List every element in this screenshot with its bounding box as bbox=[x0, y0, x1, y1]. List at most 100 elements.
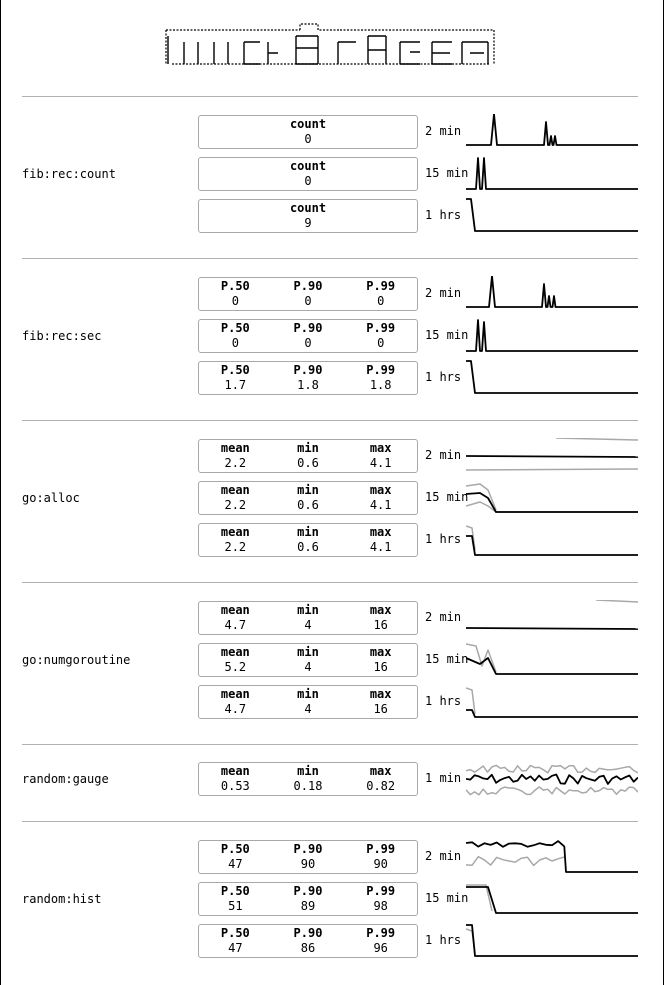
stat-box: P.50 47 P.90 86 P.99 96 bbox=[198, 924, 418, 958]
interval-label: 1 min bbox=[425, 771, 462, 785]
stat-value: 0 bbox=[231, 294, 239, 308]
sparkline-chart bbox=[466, 483, 638, 513]
sparkline-primary bbox=[466, 627, 638, 630]
stat-value: 0.53 bbox=[220, 779, 250, 793]
sparkline-chart bbox=[466, 840, 638, 873]
sparkline-chart bbox=[466, 600, 638, 630]
stat-label: P.99 bbox=[366, 279, 396, 293]
interval-label: 1 hrs bbox=[425, 370, 462, 384]
interval-label: 2 min bbox=[425, 448, 462, 462]
stat-label: mean bbox=[220, 645, 250, 659]
metric-name: go:alloc bbox=[22, 491, 80, 505]
sparkline-primary bbox=[466, 924, 638, 957]
stat-value: 5.2 bbox=[224, 660, 247, 674]
sparkline-chart bbox=[466, 157, 638, 190]
stat-field: P.50 1.7 bbox=[199, 363, 272, 393]
stat-value: 1.7 bbox=[224, 378, 247, 392]
stat-value: 1.8 bbox=[297, 378, 319, 392]
stat-field: min 0.6 bbox=[272, 525, 345, 555]
sparkline-chart bbox=[466, 764, 638, 796]
sparkline-chart bbox=[466, 884, 638, 914]
interval-label: 2 min bbox=[425, 286, 462, 300]
stat-value: 90 bbox=[300, 857, 316, 871]
sparkline-primary bbox=[466, 276, 638, 308]
stat-field: min 4 bbox=[272, 603, 345, 633]
sparkline-primary bbox=[466, 319, 638, 352]
sparkline-primary bbox=[466, 157, 638, 190]
stat-value: 16 bbox=[373, 618, 388, 632]
sparkline-secondary bbox=[466, 687, 476, 715]
interval-label: 15 min bbox=[425, 490, 469, 504]
stat-label: count bbox=[289, 117, 327, 131]
sparkline-chart bbox=[466, 276, 638, 308]
stat-field: P.90 89 bbox=[272, 884, 345, 914]
stat-field: P.50 47 bbox=[199, 842, 272, 872]
stat-label: P.50 bbox=[220, 884, 250, 898]
stat-label: P.90 bbox=[293, 926, 323, 940]
stat-label: min bbox=[297, 441, 319, 455]
stat-value: 90 bbox=[373, 857, 388, 871]
stat-value: 0 bbox=[377, 294, 385, 308]
interval-label: 15 min bbox=[425, 166, 469, 180]
stat-label: max bbox=[369, 525, 392, 539]
stat-field: mean 4.7 bbox=[199, 687, 272, 717]
section-divider bbox=[22, 744, 638, 745]
section-divider bbox=[22, 821, 638, 822]
stat-label: min bbox=[297, 764, 319, 778]
sparkline-primary bbox=[466, 492, 638, 513]
section-divider bbox=[22, 582, 638, 583]
sparkline-chart bbox=[466, 924, 638, 957]
stat-label: min bbox=[297, 687, 319, 701]
stat-value: 16 bbox=[373, 660, 388, 674]
interval-label: 1 hrs bbox=[425, 532, 462, 546]
sparkline-secondary bbox=[466, 643, 497, 673]
stat-value: 4 bbox=[304, 660, 312, 674]
sparkline-primary bbox=[466, 657, 638, 675]
stat-label: count bbox=[289, 159, 327, 173]
stat-value: 4 bbox=[304, 618, 312, 632]
stat-value: 0 bbox=[304, 132, 312, 146]
stat-value: 0.18 bbox=[293, 779, 323, 793]
sparkline-primary bbox=[466, 709, 638, 718]
sparkline-primary bbox=[466, 886, 638, 914]
stat-box: mean 2.2 min 0.6 max 4.1 bbox=[198, 439, 418, 473]
stat-value: 47 bbox=[228, 857, 243, 871]
stat-field: mean 2.2 bbox=[199, 483, 272, 513]
stat-value: 0 bbox=[304, 336, 312, 350]
stat-field: P.99 90 bbox=[344, 842, 417, 872]
interval-label: 1 hrs bbox=[425, 933, 462, 947]
stat-field: max 16 bbox=[344, 603, 417, 633]
stat-box: P.50 47 P.90 90 P.99 90 bbox=[198, 840, 418, 874]
stat-field: mean 0.53 bbox=[199, 764, 272, 794]
stat-field: mean 2.2 bbox=[199, 525, 272, 555]
stat-value: 0.6 bbox=[297, 540, 319, 554]
stat-box: count 9 bbox=[198, 199, 418, 233]
stat-value: 98 bbox=[373, 899, 388, 913]
stat-box: mean 2.2 min 0.6 max 4.1 bbox=[198, 523, 418, 557]
sparkline-primary bbox=[466, 114, 638, 146]
stat-label: P.50 bbox=[220, 363, 250, 377]
stat-box: mean 4.7 min 4 max 16 bbox=[198, 601, 418, 635]
stat-value: 9 bbox=[304, 216, 312, 230]
stat-box: mean 4.7 min 4 max 16 bbox=[198, 685, 418, 719]
stat-label: count bbox=[289, 201, 327, 215]
stat-value: 2.2 bbox=[224, 498, 247, 512]
sparkline-primary bbox=[466, 535, 638, 556]
stat-box: P.50 0 P.90 0 P.99 0 bbox=[198, 319, 418, 353]
sparkline-secondary bbox=[466, 483, 497, 511]
section-divider bbox=[22, 420, 638, 421]
sparkline-secondary bbox=[466, 884, 493, 912]
sparkline-primary bbox=[466, 840, 638, 873]
stat-field: count 0 bbox=[199, 159, 417, 189]
stat-value: 2.2 bbox=[224, 540, 247, 554]
stat-field: P.99 0 bbox=[344, 321, 417, 351]
stat-field: P.99 1.8 bbox=[344, 363, 417, 393]
stat-label: max bbox=[369, 645, 392, 659]
interval-label: 1 hrs bbox=[425, 208, 462, 222]
stat-value: 4.7 bbox=[224, 618, 247, 632]
sparkline-chart bbox=[466, 525, 638, 556]
stat-label: mean bbox=[220, 764, 250, 778]
stat-label: P.99 bbox=[366, 884, 396, 898]
stat-field: P.90 0 bbox=[272, 279, 345, 309]
